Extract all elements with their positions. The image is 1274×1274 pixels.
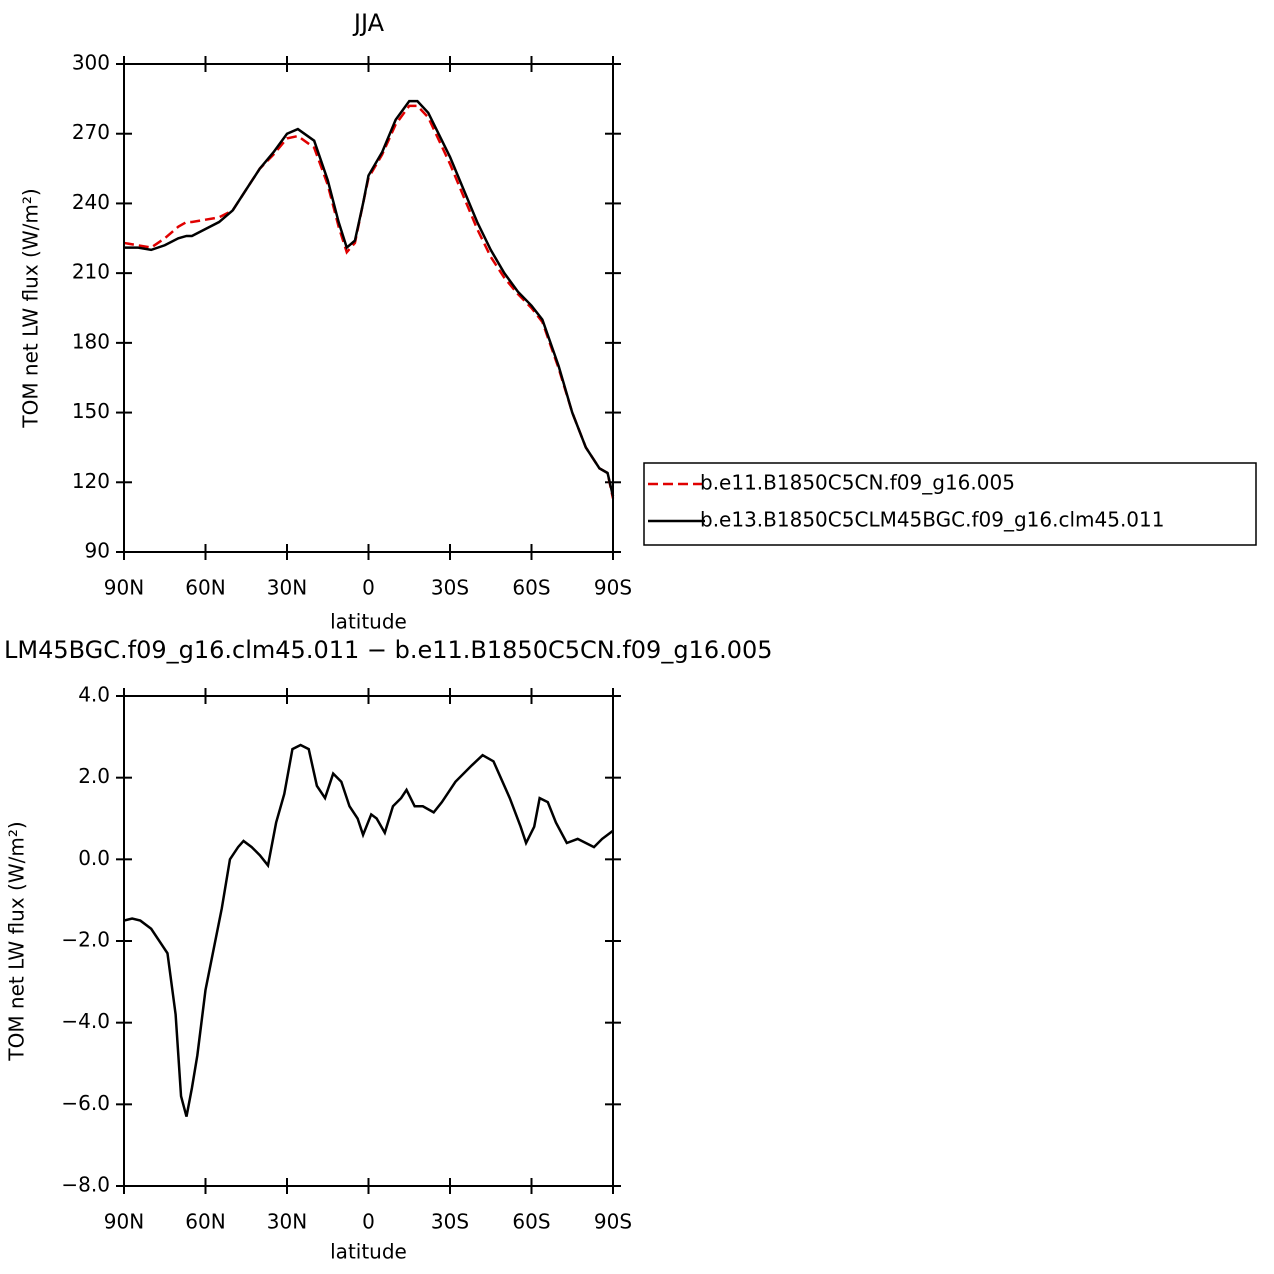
data-line <box>123 104 615 499</box>
y-tick-label: −4.0 <box>61 1009 110 1033</box>
x-tick-label: 0 <box>362 1210 375 1234</box>
y-axis-label: TOM net LW flux (W/m²) <box>19 188 43 428</box>
y-tick-label: 180 <box>72 329 110 353</box>
y-tick-label: 210 <box>72 260 110 284</box>
plot-frame <box>123 63 614 553</box>
y-tick-label: −8.0 <box>61 1173 110 1197</box>
y-axis-label: TOM net LW flux (W/m²) <box>5 821 29 1061</box>
x-tick-label: 30S <box>431 576 469 600</box>
data-line <box>124 99 615 497</box>
y-tick-label: 2.0 <box>78 764 110 788</box>
x-tick-label: 30S <box>431 1210 469 1234</box>
y-tick-label: 270 <box>72 120 110 144</box>
x-tick-label: 60N <box>185 1210 225 1234</box>
data-line <box>123 743 614 1117</box>
x-tick-label: 90S <box>594 576 632 600</box>
legend-label: b.e11.B1850C5CN.f09_g16.005 <box>700 471 1015 495</box>
x-tick-label: 60S <box>512 1210 550 1234</box>
legend-label: b.e13.B1850C5CLM45BGC.f09_g16.clm45.011 <box>700 508 1164 532</box>
x-tick-label: 30N <box>267 576 307 600</box>
x-tick-label: 0 <box>362 576 375 600</box>
x-tick-label: 60S <box>512 576 550 600</box>
chart-title: JJA <box>352 9 385 37</box>
y-tick-label: −6.0 <box>61 1091 110 1115</box>
y-tick-label: 150 <box>72 399 110 423</box>
y-tick-label: 90 <box>85 539 110 563</box>
x-tick-label: 90N <box>104 576 144 600</box>
x-tick-label: 60N <box>185 576 225 600</box>
x-axis-label: latitude <box>330 610 407 634</box>
y-tick-label: 4.0 <box>78 683 110 707</box>
y-tick-label: 0.0 <box>78 846 110 870</box>
y-tick-label: 240 <box>72 190 110 214</box>
legend-box <box>643 462 1257 546</box>
x-tick-label: 90S <box>594 1210 632 1234</box>
chart-title: LM45BGC.f09_g16.clm45.011 − b.e11.B1850C… <box>4 636 773 664</box>
y-tick-label: 120 <box>72 469 110 493</box>
x-tick-label: 90N <box>104 1210 144 1234</box>
x-axis-label: latitude <box>330 1240 407 1264</box>
plot-frame <box>123 695 614 1187</box>
y-tick-label: −2.0 <box>61 928 110 952</box>
x-tick-label: 30N <box>267 1210 307 1234</box>
y-tick-label: 300 <box>72 51 110 75</box>
